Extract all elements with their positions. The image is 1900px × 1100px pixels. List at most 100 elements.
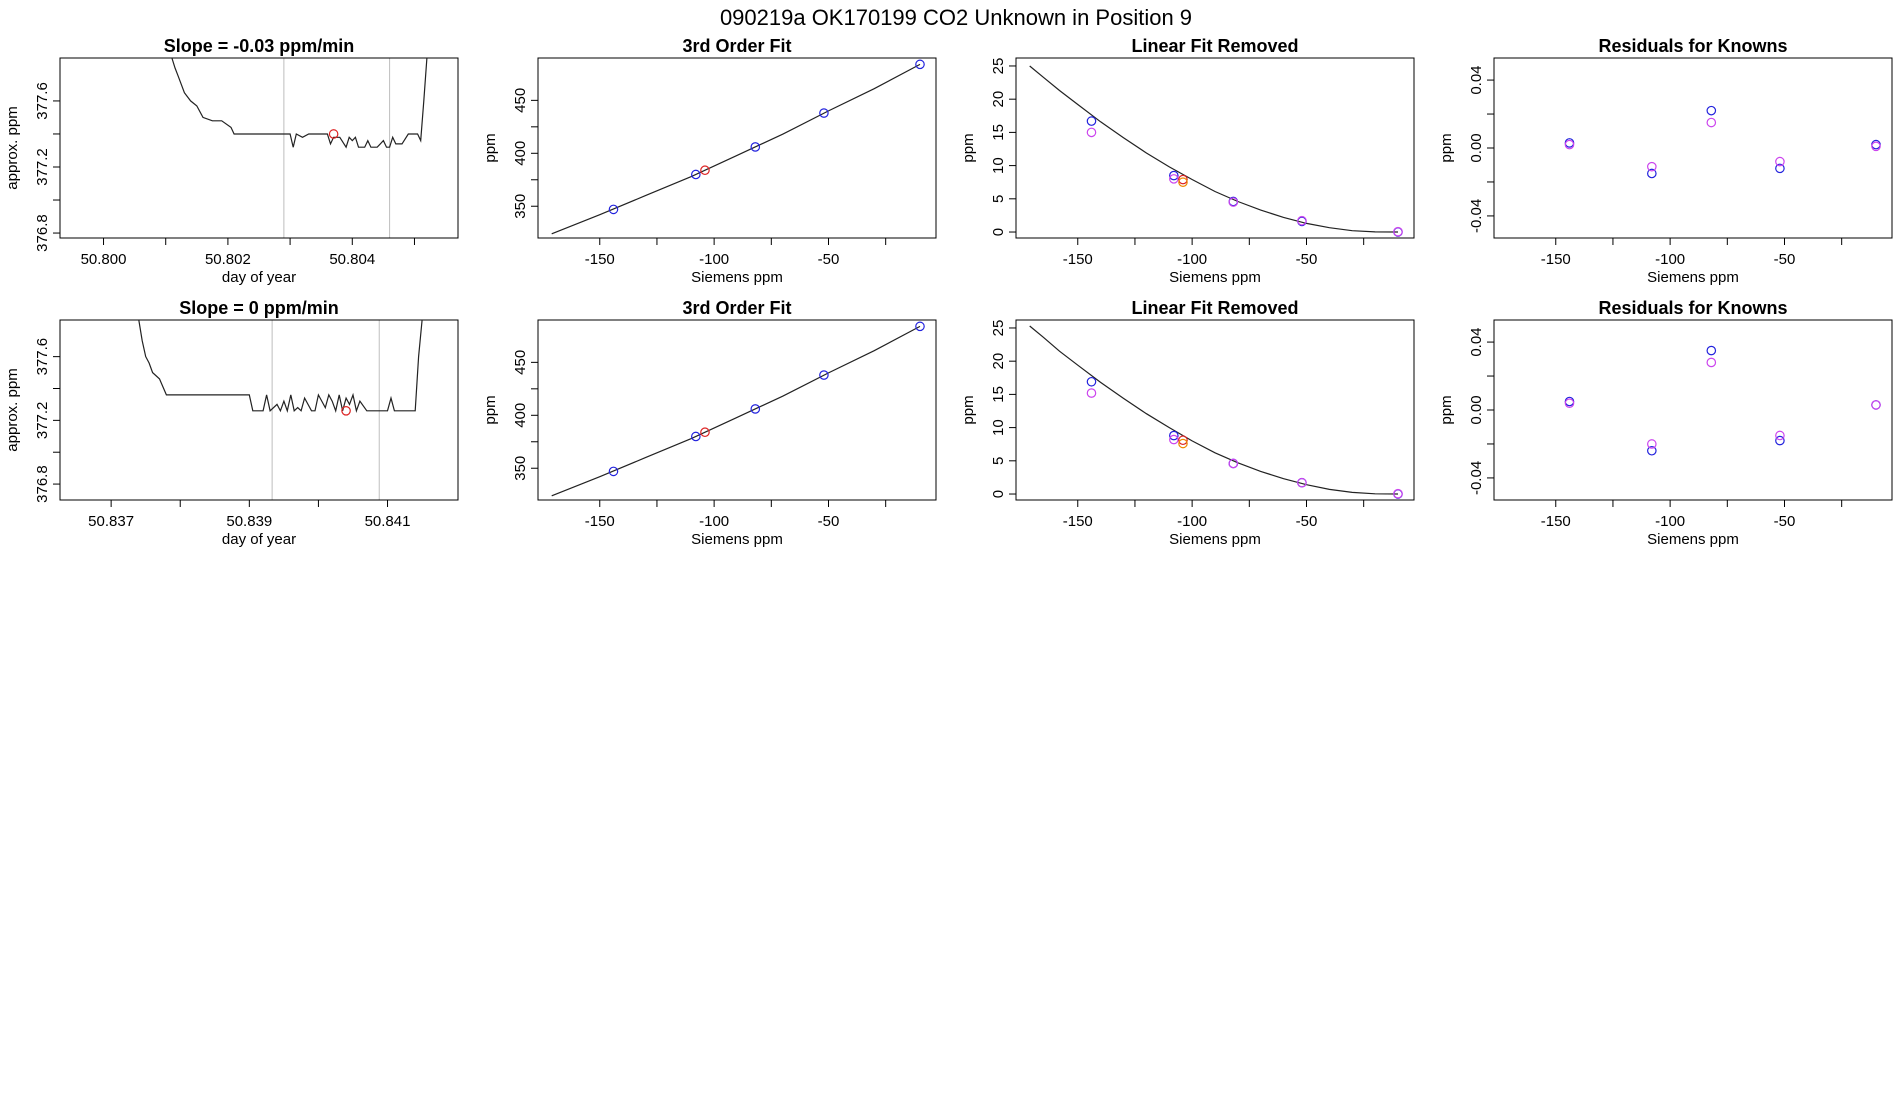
x-axis-label: Siemens ppm (1169, 531, 1261, 548)
x-axis-label: day of year (222, 269, 296, 286)
y-tick-label: 376.8 (34, 214, 51, 252)
chart-title: Linear Fit Removed (1131, 298, 1298, 318)
data-point-blue (1169, 170, 1179, 181)
chart-title: Slope = -0.03 ppm/min (164, 36, 355, 56)
y-tick-label: -0.04 (1468, 199, 1485, 233)
chart-panel-lin2: Linear Fit Removed -150 -100 -50 0 5 10 15 20 25 S… (960, 298, 1415, 548)
plot-frame (537, 319, 937, 501)
data-point-blue (1169, 430, 1179, 441)
y-tick-label: 15 (990, 386, 1007, 403)
x-axis-label: Siemens ppm (1647, 269, 1739, 286)
data-point-violet (1228, 197, 1239, 207)
x-tick-label: -100 (1655, 513, 1685, 530)
data-point-blue (1706, 105, 1717, 116)
plot-data-area (171, 58, 428, 149)
plot-frame (1493, 319, 1893, 501)
data-point-blue (1775, 163, 1785, 174)
x-tick-label: 50.800 (81, 251, 127, 268)
fit-curve (1029, 325, 1399, 495)
y-axis-label: approx. ppm (4, 106, 21, 189)
plot-data-area (551, 325, 921, 497)
y-axis-label: ppm (960, 395, 977, 424)
data-point-violet (1086, 388, 1097, 398)
figure-title: 090219a OK170199 CO2 Unknown in Position… (720, 5, 1192, 30)
plot-data-area (138, 320, 423, 413)
data-point-blue (608, 466, 619, 477)
chart-panel-res2: Residuals for Knowns -150 -100 -50 -0.04 0.00… (1438, 298, 1893, 548)
y-tick-label: 0.00 (1468, 395, 1485, 424)
x-tick-label: 50.839 (226, 513, 272, 530)
y-tick-label: 0.04 (1468, 65, 1485, 94)
x-tick-label: 50.802 (205, 251, 251, 268)
y-tick-label: 376.8 (34, 465, 51, 503)
y-axis-label: ppm (960, 133, 977, 162)
data-point-blue (1086, 116, 1097, 126)
plot-frame (1015, 57, 1415, 239)
y-tick-label: 377.2 (34, 148, 51, 186)
data-point-red (1178, 435, 1188, 446)
x-tick-label: -150 (1063, 251, 1093, 268)
fit-curve (551, 325, 921, 497)
data-point-red (1178, 174, 1188, 185)
y-tick-label: 0 (990, 228, 1007, 236)
data-point-blue (1775, 435, 1785, 446)
y-axis-label: ppm (1438, 395, 1455, 424)
chart-title: Residuals for Knowns (1598, 298, 1787, 318)
x-tick-label: -150 (585, 251, 615, 268)
data-point-violet (1228, 458, 1239, 469)
y-tick-label: 400 (512, 141, 529, 166)
data-point-violet (1871, 400, 1881, 410)
y-tick-label: 0 (990, 490, 1007, 498)
y-tick-label: 400 (512, 403, 529, 428)
y-tick-label: 450 (512, 350, 529, 375)
x-tick-label: -50 (1774, 251, 1796, 268)
data-point-red (341, 405, 351, 416)
plot-data-area (1029, 65, 1399, 233)
x-tick-label: -50 (818, 513, 840, 530)
data-point-orange (1178, 438, 1188, 449)
plot-frame (59, 319, 459, 501)
y-tick-label: 350 (512, 456, 529, 481)
x-tick-label: -100 (699, 251, 729, 268)
x-tick-label: 50.841 (365, 513, 411, 530)
data-point-violet (1393, 226, 1403, 237)
data-point-red (328, 129, 339, 139)
x-axis-label: Siemens ppm (691, 269, 783, 286)
plot-frame (1015, 319, 1415, 501)
data-point-violet (1647, 439, 1657, 449)
y-tick-label: 25 (990, 58, 1007, 75)
data-point-blue (1647, 445, 1657, 456)
x-tick-label: -100 (699, 513, 729, 530)
x-tick-label: -100 (1177, 251, 1207, 268)
y-tick-label: 20 (990, 353, 1007, 370)
data-point-blue (1706, 345, 1717, 356)
chart-title: Linear Fit Removed (1131, 36, 1298, 56)
x-axis-label: Siemens ppm (1647, 531, 1739, 548)
y-axis-label: ppm (1438, 133, 1455, 162)
y-axis-label: approx. ppm (4, 368, 21, 451)
y-tick-label: 10 (990, 419, 1007, 436)
x-tick-label: -100 (1655, 251, 1685, 268)
y-tick-label: 10 (990, 157, 1007, 174)
y-tick-label: 20 (990, 91, 1007, 108)
data-point-blue (691, 169, 701, 180)
y-tick-label: 25 (990, 320, 1007, 337)
x-tick-label: -150 (1541, 513, 1571, 530)
data-point-blue (915, 59, 925, 70)
chart-panel-fit2: 3rd Order Fit -150 -100 -50 350 400 450 Siemens… (482, 298, 937, 548)
y-tick-label: 450 (512, 88, 529, 113)
chart-panel-lin1: Linear Fit Removed -150 -100 -50 0 5 10 15 20 25 S… (960, 36, 1415, 286)
time-series-trace (171, 58, 428, 149)
data-point-violet (1086, 127, 1097, 138)
data-point-violet (1775, 156, 1785, 167)
data-point-blue (750, 404, 761, 414)
data-point-violet (1169, 174, 1179, 184)
y-axis-label: ppm (482, 395, 499, 424)
data-point-blue (608, 204, 619, 215)
y-tick-label: 0.04 (1468, 327, 1485, 356)
x-tick-label: -50 (1296, 513, 1318, 530)
x-tick-label: 50.804 (329, 251, 375, 268)
x-tick-label: -50 (1774, 513, 1796, 530)
y-tick-label: 350 (512, 194, 529, 219)
